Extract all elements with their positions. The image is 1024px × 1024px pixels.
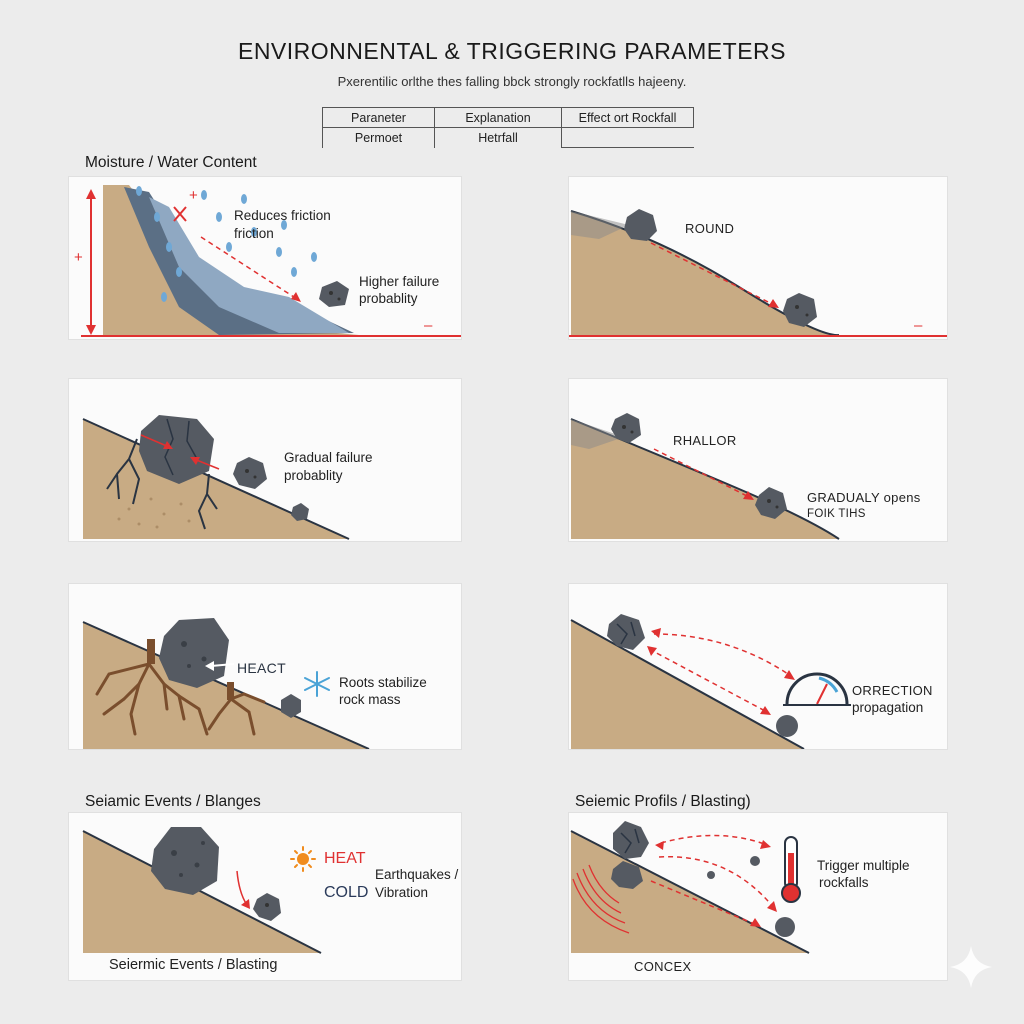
temperature-illustration: [570, 614, 851, 749]
plus-sign: +: [189, 187, 198, 204]
seismic-right-heading: Seiemic Profils / Blasting): [575, 793, 751, 810]
moisture-label: friction: [234, 226, 274, 241]
vegetation-label: Roots stabilize: [339, 675, 427, 690]
freeze-label: probablity: [284, 468, 343, 483]
moisture-label: probablity: [359, 291, 418, 306]
moisture-illustration: [81, 185, 461, 337]
block-label: ROUND: [685, 221, 735, 236]
seismic-left-illustration: [82, 827, 322, 954]
minus-sign: –: [424, 317, 433, 334]
seismic-right-panel: Trigger multiple rockfalls CONCEX: [568, 812, 948, 981]
block-panel: ROUND –: [568, 176, 948, 340]
parameter-table: Paraneter Explanation Effect ort Rockfal…: [322, 107, 694, 148]
moisture-label: Reduces friction: [234, 208, 331, 223]
seismic-right-label: Trigger multiple: [817, 858, 910, 873]
vegetation-panel: HEACT Roots stabilize rock mass: [68, 583, 462, 750]
heat-label: HEAT: [324, 850, 366, 867]
table-header-row: Paraneter Explanation Effect ort Rockfal…: [322, 107, 694, 128]
freeze-illustration: [82, 415, 350, 540]
temperature-label: propagation: [852, 700, 924, 715]
slope-label: FOIK TIHS: [807, 508, 866, 520]
table-cell: [561, 127, 694, 148]
freeze-panel: Gradual failure probablity: [68, 378, 462, 542]
table-header-cell: Explanation: [434, 107, 562, 128]
vegetation-label: HEACT: [237, 660, 286, 676]
slope-illustration: [570, 413, 840, 540]
seismic-left-heading: Seiamic Events / Blanges: [85, 793, 261, 810]
slope-panel: RHALLOR GRADUALY opens FOIK TIHS: [568, 378, 948, 542]
slope-label: RHALLOR: [673, 433, 737, 448]
cold-label: COLD: [324, 884, 369, 901]
moisture-panel: + + – Reduces friction friction Higher f…: [68, 176, 462, 340]
seismic-right-illustration: [570, 821, 810, 954]
plus-sign: +: [74, 249, 83, 266]
seismic-left-panel: HEAT COLD Earthquakes / Vibration Seierm…: [68, 812, 462, 981]
seismic-left-label: Vibration: [375, 885, 429, 900]
table-cell: Permoet: [322, 127, 435, 148]
table-header-cell: Paraneter: [322, 107, 435, 128]
moisture-heading: Moisture / Water Content: [85, 154, 257, 171]
seismic-left-caption: Seiermic Events / Blasting: [109, 957, 278, 973]
table-cell: Hetrfall: [434, 127, 562, 148]
seismic-left-label: Earthquakes /: [375, 867, 459, 882]
table-header-cell: Effect ort Rockfall: [561, 107, 694, 128]
slope-label: GRADUALY opens: [807, 490, 921, 505]
minus-sign: –: [914, 317, 923, 334]
sparkle-icon: [950, 946, 992, 988]
seismic-right-caption: CONCEX: [634, 959, 692, 974]
vegetation-illustration: [82, 618, 370, 749]
temperature-panel: ORRECTION propagation: [568, 583, 948, 750]
vegetation-label: rock mass: [339, 692, 401, 707]
seismic-right-label: rockfalls: [819, 875, 869, 890]
freeze-label: Gradual failure: [284, 450, 373, 465]
table-row: Permoet Hetrfall: [322, 127, 694, 148]
moisture-label: Higher failure: [359, 274, 440, 289]
page-title: ENVIRONNENTAL & TRIGGERING PARAMETERS: [237, 38, 786, 64]
page-subtitle: Pxerentilic orlthe thes falling bbck str…: [337, 74, 687, 89]
block-illustration: [569, 209, 947, 337]
temperature-label: ORRECTION: [852, 683, 933, 698]
